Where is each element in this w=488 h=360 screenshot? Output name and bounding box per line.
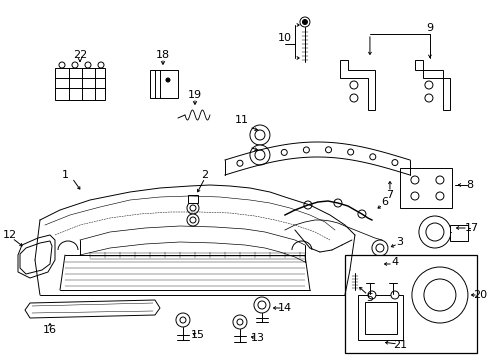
Text: 8: 8 [466,180,472,190]
Polygon shape [414,60,449,110]
Bar [357,295,402,340]
Polygon shape [18,235,55,278]
Text: 15: 15 [191,330,204,340]
Circle shape [165,78,170,82]
Circle shape [237,319,243,325]
Text: 21: 21 [392,340,406,350]
Bar [399,168,451,208]
Text: 14: 14 [277,303,291,313]
Circle shape [180,317,185,323]
Text: 12: 12 [3,230,17,240]
Circle shape [189,205,196,211]
Circle shape [375,244,383,252]
Circle shape [299,17,309,27]
Text: 9: 9 [426,23,432,33]
Circle shape [390,291,398,299]
Text: 11: 11 [234,115,248,125]
Text: 17: 17 [464,223,478,233]
Text: 16: 16 [43,325,57,335]
Circle shape [189,217,196,223]
Text: 7: 7 [386,190,393,200]
Text: 4: 4 [390,257,398,267]
Circle shape [254,150,264,160]
Circle shape [302,19,307,24]
Circle shape [368,260,376,268]
Circle shape [186,202,199,214]
Circle shape [232,315,246,329]
Text: 6: 6 [381,197,387,207]
Circle shape [425,223,443,241]
Text: 20: 20 [472,290,486,300]
Polygon shape [25,300,160,318]
Circle shape [253,297,269,313]
Circle shape [186,214,199,226]
Text: 13: 13 [250,333,264,343]
Bar [449,225,467,241]
Bar [55,68,105,100]
Text: 10: 10 [277,33,291,43]
Polygon shape [339,60,374,110]
Circle shape [364,256,380,272]
Text: 5: 5 [366,293,373,303]
Circle shape [423,279,455,311]
Text: 18: 18 [156,50,170,60]
Circle shape [349,263,359,273]
Text: 3: 3 [396,237,403,247]
Bar [187,195,198,203]
Circle shape [411,267,467,323]
Circle shape [249,145,269,165]
Circle shape [176,313,189,327]
Polygon shape [20,241,52,274]
Circle shape [258,301,265,309]
Text: 19: 19 [187,90,202,100]
Circle shape [367,291,375,299]
Bar [364,302,396,334]
Circle shape [254,130,264,140]
Bar [344,255,476,353]
Circle shape [249,125,269,145]
Text: 1: 1 [61,170,68,180]
Circle shape [418,216,450,248]
Bar [150,70,178,98]
Text: 2: 2 [201,170,208,180]
Circle shape [371,240,387,256]
Text: 22: 22 [73,50,87,60]
